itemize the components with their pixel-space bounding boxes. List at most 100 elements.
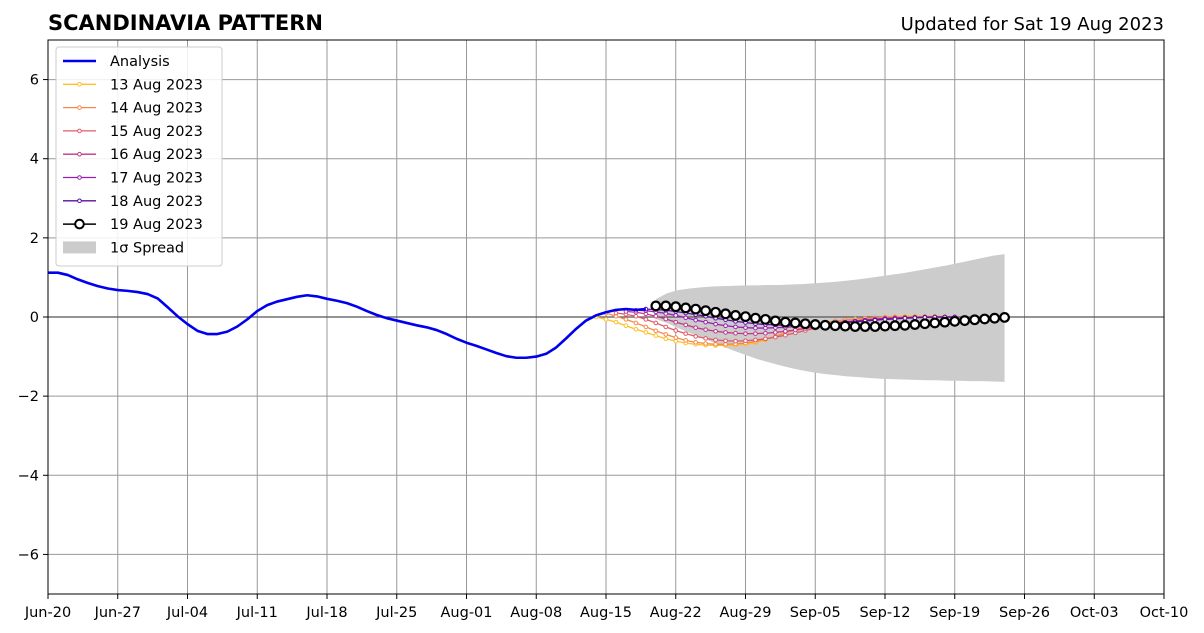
forecast-point [743, 325, 748, 330]
forecast-point [799, 318, 811, 330]
forecast-point [979, 313, 991, 325]
forecast-point [773, 334, 778, 340]
forecast-point [753, 331, 758, 336]
forecast-point [660, 300, 672, 312]
forecast-point [929, 317, 941, 329]
forecast-point [769, 315, 781, 327]
legend-box [55, 46, 223, 267]
forecast-point [703, 327, 708, 332]
x-tick-label: Sep-12 [859, 605, 910, 621]
forecast-point [693, 334, 698, 339]
legend-entry: 1σ Spread [63, 240, 184, 256]
forecast-point [859, 321, 871, 332]
x-tick-label: Oct-10 [1140, 605, 1189, 621]
x-tick-label: Aug-08 [510, 605, 562, 621]
forecast-point [723, 323, 728, 329]
forecast-point [730, 310, 741, 321]
forecast-point [733, 330, 738, 336]
legend-label: 1σ Spread [110, 240, 184, 256]
legend-entry: 19 Aug 2023 [63, 217, 203, 233]
y-tick-label: 6 [30, 73, 39, 89]
forecast-point [663, 324, 669, 330]
legend-entry: 13 Aug 2023 [63, 77, 203, 93]
legend-marker [74, 218, 85, 230]
forecast-point [673, 335, 679, 340]
forecast-point [753, 325, 758, 331]
updated-date: Updated for Sat 19 Aug 2023 [901, 14, 1164, 35]
forecast-point [779, 316, 791, 328]
forecast-point [740, 311, 751, 323]
legend-entry: 17 Aug 2023 [63, 171, 203, 187]
x-tick-label: Aug-22 [650, 605, 702, 621]
forecast-point [789, 317, 801, 329]
analysis-line [48, 271, 646, 360]
forecast-point [673, 328, 679, 333]
forecast-point [713, 342, 718, 347]
forecast-point [633, 313, 639, 319]
y-tick-label: −6 [18, 547, 39, 563]
y-tick-label: −2 [18, 389, 39, 405]
forecast-point [700, 305, 712, 317]
y-tick-label: 0 [30, 310, 39, 326]
forecast-point [663, 332, 669, 337]
forecast-point [650, 300, 662, 312]
legend-entry: Analysis [63, 54, 170, 70]
forecast-point [882, 317, 888, 322]
forecast-point [653, 320, 659, 326]
forecast-point [783, 332, 788, 338]
forecast-point [703, 341, 708, 346]
x-tick-label: Jul-11 [236, 605, 278, 621]
x-tick-label: Jul-25 [375, 605, 417, 621]
forecast-point [690, 303, 702, 315]
legend-entry: 16 Aug 2023 [63, 147, 203, 163]
forecast-point [633, 320, 639, 326]
forecast-point [899, 319, 911, 331]
forecast-point [969, 314, 981, 326]
forecast-point [613, 319, 619, 325]
legend-label: 18 Aug 2023 [110, 194, 203, 210]
forecast-point [663, 316, 669, 322]
legend-entry: 18 Aug 2023 [63, 194, 203, 210]
forecast-point [723, 342, 728, 347]
forecast-point [623, 323, 629, 329]
x-tick-label: Sep-26 [999, 605, 1050, 621]
legend-marker [77, 151, 82, 157]
forecast-point [683, 338, 689, 343]
forecast-point [999, 312, 1010, 323]
forecast-point [919, 318, 931, 330]
forecast-point [909, 319, 921, 330]
legend-marker [77, 128, 82, 134]
legend: Analysis 13 Aug 2023 14 Aug 2023 15 Aug 202… [55, 46, 223, 267]
forecast-point [743, 338, 748, 344]
legend-entry: 15 Aug 2023 [63, 124, 203, 140]
forecast-point [733, 324, 738, 330]
forecast-point [680, 302, 692, 314]
forecast-point [902, 315, 908, 321]
chart-title: SCANDINAVIA PATTERN [48, 11, 323, 35]
forecast-point [743, 331, 748, 336]
forecast-point [760, 313, 771, 325]
x-tick-label: Jun-27 [94, 605, 141, 621]
legend-marker [77, 105, 82, 110]
forecast-point [710, 306, 722, 318]
legend-marker [77, 198, 82, 204]
x-tick-label: Jun-20 [24, 605, 71, 621]
y-tick-label: 2 [30, 231, 39, 247]
forecast-point [783, 328, 788, 334]
spread-band [655, 254, 1005, 382]
legend-entry: 14 Aug 2023 [63, 101, 203, 117]
series-layer [48, 271, 1010, 360]
forecast-point [703, 319, 708, 325]
forecast-point [633, 326, 639, 332]
forecast-point [892, 316, 898, 322]
forecast-point [819, 319, 831, 331]
x-tick-label: Jul-04 [166, 605, 208, 621]
forecast-point [613, 310, 619, 316]
spread-layer [655, 254, 1005, 382]
forecast-point [949, 315, 961, 327]
x-tick-label: Aug-15 [580, 605, 632, 621]
legend-marker [77, 175, 82, 180]
x-tick-label: Aug-29 [720, 605, 772, 621]
x-tick-label: Aug-01 [441, 605, 493, 621]
legend-swatch [63, 241, 96, 254]
